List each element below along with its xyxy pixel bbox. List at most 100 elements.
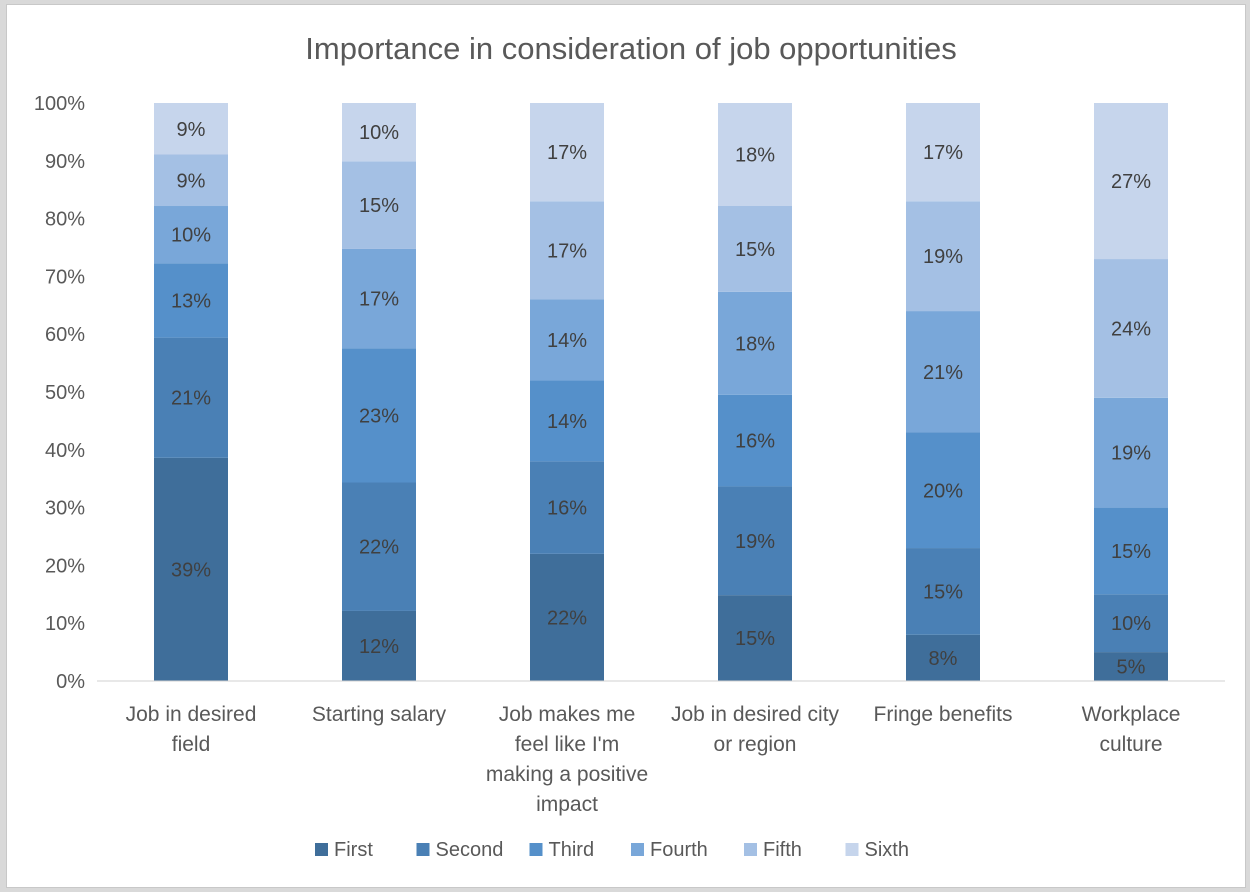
- bar-segment: [342, 248, 416, 349]
- legend-swatch: [631, 843, 644, 856]
- y-tick-label: 70%: [45, 266, 85, 288]
- y-tick-label: 0%: [56, 671, 85, 693]
- legend-swatch: [744, 843, 757, 856]
- bar-segment: [718, 103, 792, 207]
- legend: First Second Third Fourth Fifth Sixth: [315, 839, 909, 861]
- data-label: 15%: [923, 581, 963, 603]
- data-label: 17%: [547, 142, 587, 164]
- legend-swatch: [315, 843, 328, 856]
- x-tick-label: Job in desired: [126, 703, 257, 726]
- bar-segment: [154, 206, 228, 264]
- bar-segment: [530, 103, 604, 202]
- data-label: 19%: [923, 246, 963, 268]
- data-label: 10%: [359, 122, 399, 144]
- data-label: 10%: [1111, 613, 1151, 635]
- data-label: 17%: [923, 142, 963, 164]
- legend-label: Third: [549, 839, 595, 861]
- bar-segment: [718, 394, 792, 487]
- bar-segment: [154, 263, 228, 338]
- x-tick-label: Job makes me: [499, 703, 636, 726]
- data-label: 20%: [923, 480, 963, 502]
- chart-title: Importance in consideration of job oppor…: [305, 31, 956, 66]
- legend-label: Sixth: [865, 839, 909, 861]
- data-label: 21%: [923, 362, 963, 384]
- bar-segment: [718, 486, 792, 596]
- bar-segment: [342, 103, 416, 162]
- x-tick-label: Job in desired city: [671, 703, 840, 726]
- x-tick-label: impact: [536, 793, 598, 816]
- data-label: 21%: [171, 388, 211, 410]
- data-label: 16%: [547, 498, 587, 520]
- data-label: 8%: [929, 648, 958, 670]
- data-label: 39%: [171, 559, 211, 581]
- legend-label: Second: [436, 839, 504, 861]
- x-tick-label: Starting salary: [312, 703, 447, 726]
- data-label: 19%: [1111, 443, 1151, 465]
- y-tick-label: 30%: [45, 498, 85, 520]
- data-label: 9%: [177, 170, 206, 192]
- bar-segment: [154, 154, 228, 207]
- legend-label: Fifth: [763, 839, 802, 861]
- y-axis: 0% 10% 20% 30% 40% 50% 60% 70% 80% 90% 100%: [34, 93, 85, 693]
- bars: 39% 21% 13% 10% 9% 9% 12% 22% 23% 17% 15% 10% 22% 16%…: [154, 103, 1168, 681]
- data-label: 10%: [171, 225, 211, 247]
- bar-segment: [1094, 594, 1168, 653]
- data-label: 5%: [1117, 657, 1146, 679]
- bar-segment: [1094, 652, 1168, 681]
- x-axis: Job in desired field Starting salary Job ma…: [126, 703, 1181, 816]
- legend-item: Second: [416, 839, 504, 861]
- data-label: 23%: [359, 405, 399, 427]
- bar-segment: [342, 348, 416, 483]
- bar-segment: [342, 482, 416, 611]
- bar-segment: [154, 337, 228, 458]
- bar-segment: [530, 461, 604, 554]
- data-label: 22%: [359, 537, 399, 559]
- data-label: 24%: [1111, 318, 1151, 340]
- bar-segment: [154, 457, 228, 681]
- legend-label: First: [334, 839, 373, 861]
- data-label: 15%: [735, 239, 775, 261]
- y-tick-label: 40%: [45, 440, 85, 462]
- bar-segment: [906, 201, 980, 312]
- legend-item: Sixth: [845, 839, 909, 861]
- y-tick-label: 60%: [45, 324, 85, 346]
- y-tick-label: 20%: [45, 555, 85, 577]
- bar-segment: [718, 206, 792, 292]
- legend-swatch: [416, 843, 430, 856]
- bar-segment: [530, 380, 604, 462]
- y-tick-label: 90%: [45, 151, 85, 173]
- data-label: 12%: [359, 636, 399, 658]
- data-label: 17%: [359, 289, 399, 311]
- bar-segment: [530, 201, 604, 300]
- data-label: 15%: [735, 628, 775, 650]
- bar-segment: [906, 432, 980, 549]
- legend-swatch: [529, 843, 543, 856]
- data-label: 15%: [1111, 541, 1151, 563]
- y-tick-label: 80%: [45, 209, 85, 231]
- bar-segment: [530, 553, 604, 681]
- data-label: 14%: [547, 411, 587, 433]
- bar-segment: [906, 103, 980, 202]
- x-tick-label: making a positive: [486, 763, 648, 786]
- bar-segment: [718, 595, 792, 681]
- legend-label: Fourth: [650, 839, 708, 861]
- data-label: 16%: [735, 431, 775, 453]
- data-label: 18%: [735, 333, 775, 355]
- x-tick-label: field: [172, 733, 211, 756]
- bar-segment: [1094, 103, 1168, 260]
- bar-segment: [154, 103, 228, 155]
- bar-segment: [906, 634, 980, 681]
- data-label: 19%: [735, 531, 775, 553]
- bar-segment: [1094, 507, 1168, 595]
- y-tick-label: 100%: [34, 93, 85, 115]
- bar-segment: [342, 610, 416, 681]
- bar-segment: [1094, 259, 1168, 398]
- x-tick-label: feel like I'm: [515, 733, 619, 756]
- bar-segment: [906, 548, 980, 635]
- legend-swatch: [845, 843, 859, 856]
- x-tick-label: Workplace: [1082, 703, 1181, 726]
- legend-item: Third: [529, 839, 595, 861]
- legend-item: Fourth: [631, 839, 708, 861]
- data-label: 15%: [359, 195, 399, 217]
- data-label: 14%: [547, 330, 587, 352]
